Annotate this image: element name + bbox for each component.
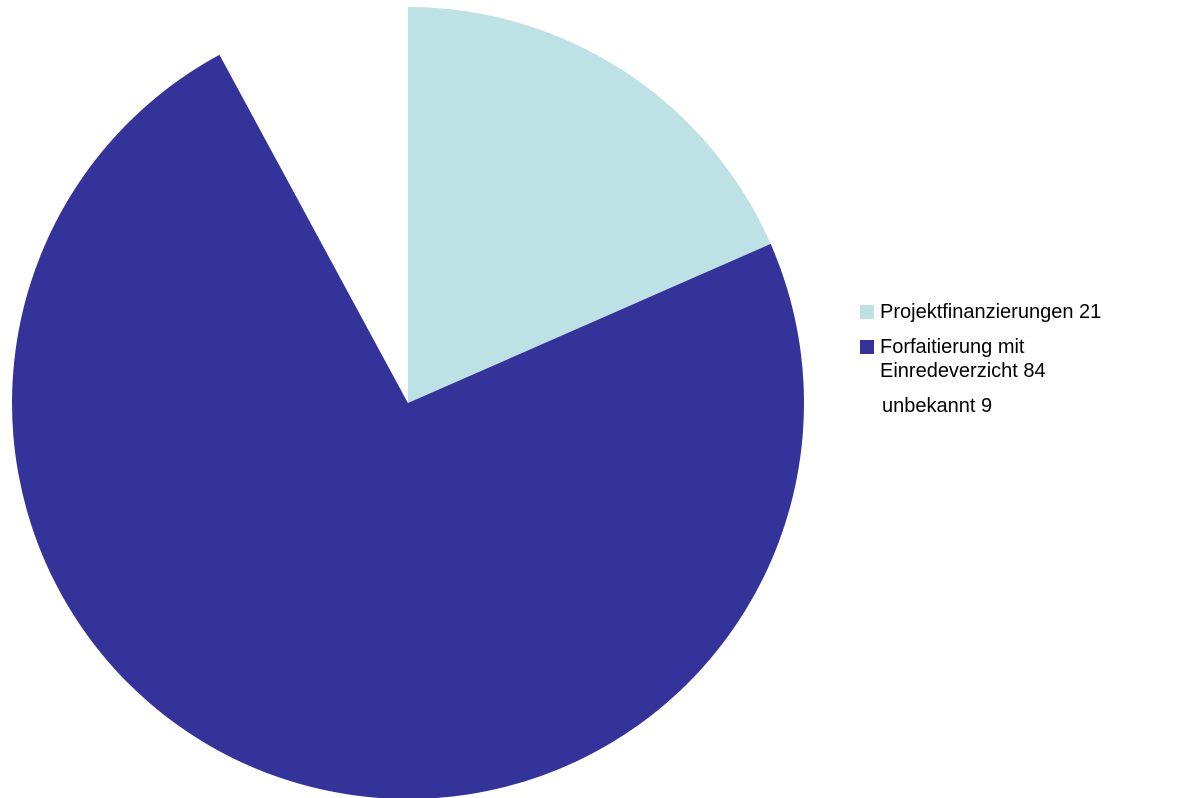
pie-slice-forfaitierung	[12, 54, 804, 798]
legend-label-unbekannt: unbekannt 9	[882, 395, 993, 417]
legend-label-forfaitierung: Forfaitierung mit Einredeverzicht 84	[880, 336, 1046, 382]
legend-swatch-forfaitierung	[860, 340, 874, 354]
pie-slice-projektfinanzierungen	[408, 7, 771, 403]
legend-item-projektfinanzierungen: Projektfinanzierungen 21	[860, 300, 1170, 324]
legend-swatch-projektfinanzierungen	[860, 305, 874, 319]
legend-label-projektfinanzierungen: Projektfinanzierungen 21	[880, 301, 1102, 323]
legend-item-unbekannt: unbekannt 9	[860, 394, 1170, 418]
chart-legend: Projektfinanzierungen 21 Forfaitierung m…	[860, 300, 1170, 429]
pie-slice-unbekannt	[219, 7, 408, 403]
legend-item-forfaitierung: Forfaitierung mit Einredeverzicht 84	[860, 335, 1170, 383]
